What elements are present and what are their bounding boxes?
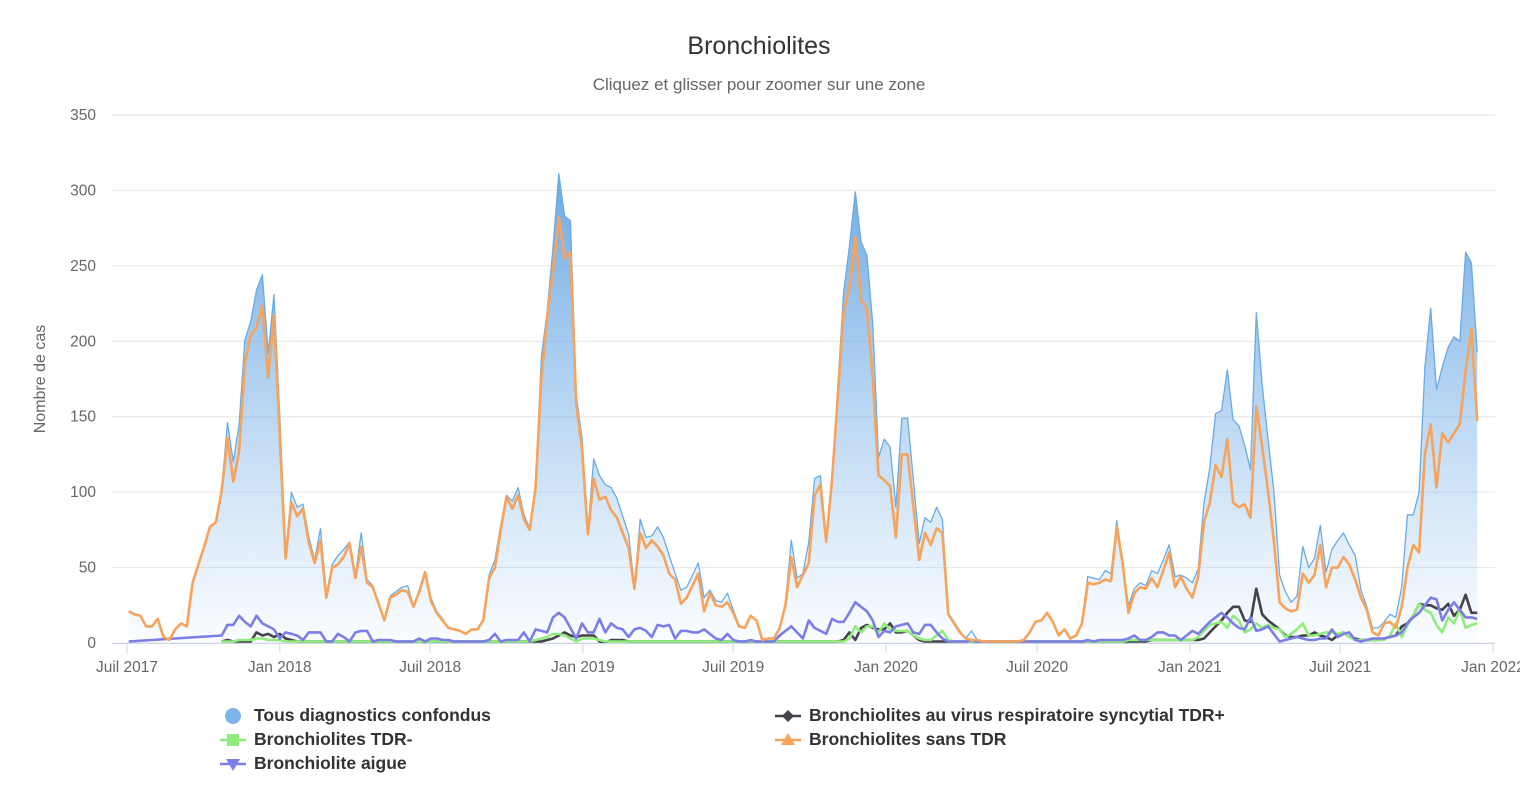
circle-icon (225, 707, 241, 724)
y-axis-labels: 0 50 100 150 200 250 300 350 (70, 107, 96, 652)
triangle-down-icon (220, 758, 246, 771)
square-icon (220, 733, 246, 746)
x-tick-label: Juil 2020 (1006, 659, 1068, 676)
legend-label: Bronchiolites sans TDR (809, 729, 1007, 749)
legend-item-aigue[interactable]: Bronchiolite aigue (220, 753, 407, 774)
y-tick-label: 0 (87, 635, 96, 652)
legend-label: Tous diagnostics confondus (254, 705, 491, 725)
x-tick-label: Juil 2017 (96, 659, 158, 676)
series-tous-diagnostics-confondus-area[interactable] (128, 173, 1478, 644)
legend-item-sans-tdr[interactable]: Bronchiolites sans TDR (775, 729, 1006, 750)
y-tick-label: 100 (70, 484, 96, 501)
y-tick-label: 200 (70, 333, 96, 350)
legend-label: Bronchiolite aigue (254, 753, 407, 773)
x-tick-label: Jan 2020 (854, 659, 918, 676)
y-tick-label: 150 (70, 409, 96, 426)
legend-item-tdr-minus[interactable]: Bronchiolites TDR- (220, 729, 412, 750)
legend-label: Bronchiolites TDR- (254, 729, 413, 749)
x-tick-label: Jan 2022 (1461, 659, 1520, 676)
legend-label: Bronchiolites au virus respiratoire sync… (809, 705, 1225, 725)
plot-area[interactable] (128, 173, 1479, 645)
x-tick-label: Jan 2021 (1158, 659, 1222, 676)
x-axis: Juil 2017 Jan 2018 Juil 2018 Jan 2019 Juil 2… (96, 643, 1520, 676)
y-tick-label: 300 (70, 182, 96, 199)
series-bronchiolite-aigue-line[interactable] (128, 596, 1478, 643)
y-tick-label: 50 (79, 560, 97, 577)
x-tick-label: Jan 2018 (248, 659, 312, 676)
x-tick-label: Jan 2019 (551, 659, 615, 676)
diamond-icon (775, 709, 801, 722)
x-tick-label: Juil 2018 (399, 659, 461, 676)
y-axis-title: Nombre de cas (32, 325, 49, 434)
x-tick-label: Juil 2021 (1309, 659, 1371, 676)
x-tick-label: Juil 2019 (702, 659, 764, 676)
legend-item-vrs-tdr-plus[interactable]: Bronchiolites au virus respiratoire sync… (775, 705, 1225, 726)
triangle-icon (775, 732, 801, 745)
chart-title: Bronchiolites (687, 32, 830, 60)
legend-item-tous-diagnostics[interactable]: Tous diagnostics confondus (220, 705, 491, 726)
y-tick-label: 250 (70, 258, 96, 275)
y-tick-label: 350 (70, 107, 96, 124)
chart-subtitle: Cliquez et glisser pour zoomer sur une z… (593, 75, 926, 94)
series-bronchiolites-tdr-line[interactable] (221, 602, 1478, 643)
series-bronchiolites-sans-tdr-line[interactable] (128, 216, 1479, 643)
